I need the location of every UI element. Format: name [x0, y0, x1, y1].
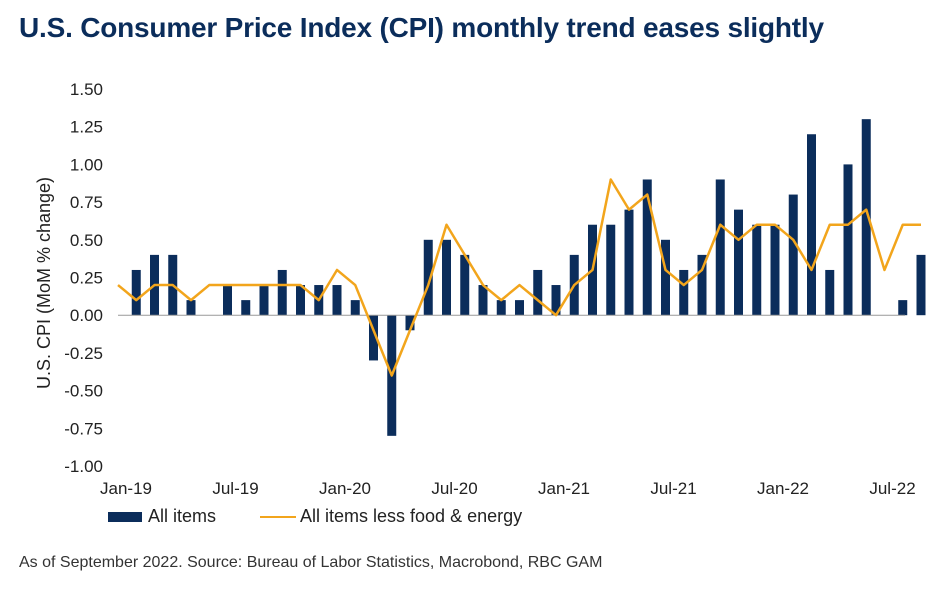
bar-all-items	[241, 300, 251, 316]
bar-all-items	[606, 224, 616, 316]
bar-all-items	[460, 254, 470, 316]
legend: All items All items less food & energy	[108, 506, 566, 527]
bar-all-items	[223, 285, 232, 316]
bar-all-items	[788, 194, 798, 316]
bar-all-items	[624, 209, 634, 316]
bar-all-items	[186, 300, 196, 316]
bar-all-items	[296, 285, 305, 316]
bar-all-items	[131, 269, 141, 316]
bar-all-items	[551, 285, 561, 316]
legend-swatch-bar	[108, 511, 142, 522]
bar-all-items	[478, 285, 488, 316]
y-tick-label: -0.75	[64, 419, 103, 438]
bar-all-items	[442, 239, 451, 316]
source-note: As of September 2022. Source: Bureau of …	[19, 554, 603, 571]
bar-all-items	[734, 209, 743, 316]
y-axis-label: U.S. CPI (MoM % change)	[34, 177, 54, 389]
bar-all-items	[697, 254, 707, 316]
bar-all-items	[515, 300, 524, 316]
y-axis-ticks: 1.50 1.25 1.00 0.75 0.50 0.25 0.00 -0.25 -0.50 -0…	[64, 80, 103, 476]
x-tick-label: Jan-19	[100, 479, 152, 498]
y-tick-label: 1.00	[70, 155, 103, 174]
bar-all-items	[679, 269, 689, 316]
bar-all-items	[369, 315, 378, 361]
x-tick-label: Jul-21	[650, 479, 696, 498]
x-tick-label: Jan-22	[757, 479, 809, 498]
x-tick-label: Jan-21	[538, 479, 590, 498]
cpi-chart: U.S. CPI (MoM % change) 1.50 1.25 1.00 0.75…	[34, 80, 926, 498]
bar-all-items	[825, 269, 835, 316]
legend-label-core: All items less food & energy	[300, 506, 523, 526]
legend-item-all-items: All items	[108, 506, 216, 527]
bar-all-items	[405, 315, 415, 331]
y-tick-label: -0.50	[64, 382, 103, 401]
x-tick-label: Jul-19	[212, 479, 258, 498]
bar-all-items	[277, 269, 287, 316]
y-tick-label: -0.25	[64, 344, 103, 363]
x-tick-label: Jul-20	[431, 479, 477, 498]
bar-all-items	[916, 254, 926, 316]
bar-all-items	[807, 134, 816, 316]
legend-item-core: All items less food & energy	[260, 506, 522, 527]
y-tick-label: 0.75	[70, 193, 103, 212]
bar-all-items	[259, 285, 269, 316]
y-tick-label: 0.25	[70, 269, 103, 288]
bar-all-items	[752, 224, 762, 316]
bar-all-items	[861, 119, 871, 316]
y-tick-label: 0.50	[70, 231, 103, 250]
bar-all-items	[533, 269, 543, 316]
y-tick-label: -1.00	[64, 457, 103, 476]
bar-all-items	[332, 285, 342, 316]
y-tick-label: 1.50	[70, 80, 103, 99]
bar-all-items	[715, 179, 725, 316]
y-tick-label: 0.00	[70, 306, 103, 325]
chart-title: U.S. Consumer Price Index (CPI) monthly …	[19, 12, 824, 43]
bar-all-items	[350, 300, 360, 316]
bar-all-items	[898, 300, 908, 316]
bar-all-items	[770, 224, 780, 316]
legend-label-all-items: All items	[148, 506, 217, 526]
bar-all-items	[642, 179, 652, 316]
x-axis-ticks: Jan-19 Jul-19 Jan-20 Jul-20 Jan-21 Jul-21 Jan-…	[100, 479, 916, 498]
x-tick-label: Jul-22	[869, 479, 915, 498]
bar-series-all-items	[131, 119, 926, 436]
bar-all-items	[496, 300, 506, 316]
bar-all-items	[843, 164, 853, 316]
legend-swatch-line	[260, 515, 297, 518]
line-series-core	[117, 178, 921, 377]
bar-all-items	[423, 239, 433, 316]
x-tick-label: Jan-20	[319, 479, 371, 498]
bar-all-items	[661, 239, 670, 316]
y-tick-label: 1.25	[70, 118, 103, 137]
